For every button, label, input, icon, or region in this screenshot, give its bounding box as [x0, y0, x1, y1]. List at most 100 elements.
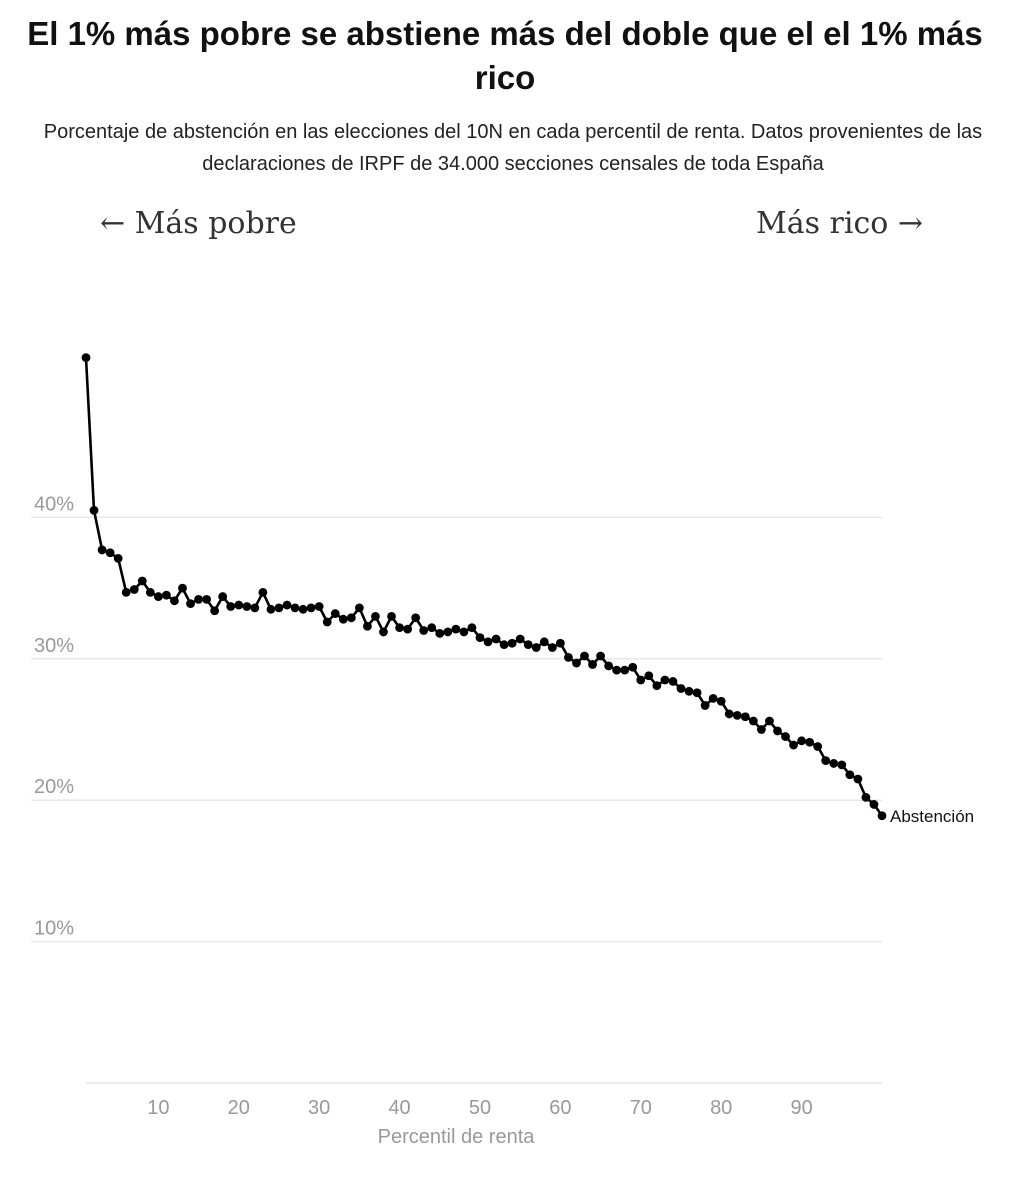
- series-points: [81, 353, 887, 821]
- x-tick-label-40: 40: [388, 1097, 410, 1119]
- data-point-25: [274, 603, 284, 613]
- data-point-13: [178, 583, 187, 593]
- data-point-98: [861, 792, 871, 802]
- data-point-19: [226, 602, 236, 611]
- richer-direction-label: Más rico →: [756, 206, 924, 241]
- data-point-71: [644, 671, 654, 681]
- data-point-47: [451, 624, 461, 634]
- y-tick-label-20: 20%: [34, 776, 74, 798]
- data-point-73: [660, 675, 670, 685]
- chart-subtitle: Porcentaje de abstención en las eleccion…: [43, 121, 983, 175]
- data-point-38: [379, 627, 388, 637]
- x-tick-label-90: 90: [790, 1097, 812, 1119]
- data-point-44: [427, 623, 437, 633]
- x-axis-ticks: 10 20 30 40 50 60 70 80 90: [147, 1097, 812, 1119]
- data-point-7: [129, 585, 139, 594]
- data-point-68: [620, 665, 630, 675]
- data-point-77: [692, 688, 702, 698]
- data-point-24: [266, 604, 276, 614]
- data-point-4: [105, 548, 115, 558]
- data-point-15: [194, 595, 203, 604]
- data-point-85: [756, 725, 766, 734]
- data-point-21: [242, 602, 252, 611]
- y-axis-ticks: 10% 20% 30% 40%: [34, 493, 74, 939]
- data-point-2: [89, 505, 99, 515]
- data-point-51: [483, 637, 493, 647]
- x-tick-label-10: 10: [147, 1097, 169, 1119]
- y-tick-label-40: 40%: [34, 493, 74, 515]
- data-point-96: [845, 770, 855, 780]
- data-point-5: [113, 554, 123, 563]
- data-point-17: [210, 606, 220, 616]
- data-point-55: [515, 634, 525, 644]
- data-point-86: [765, 716, 774, 726]
- data-point-72: [652, 681, 662, 691]
- series-label-abstencion: Abstención: [890, 807, 974, 826]
- y-tick-label-30: 30%: [34, 635, 74, 657]
- data-point-23: [258, 587, 268, 597]
- data-point-37: [371, 611, 380, 621]
- data-point-11: [162, 590, 171, 600]
- x-tick-label-80: 80: [710, 1097, 732, 1119]
- data-point-9: [145, 587, 155, 597]
- data-point-53: [499, 640, 509, 650]
- x-tick-label-70: 70: [630, 1097, 652, 1119]
- data-point-89: [789, 740, 798, 750]
- data-point-93: [821, 756, 831, 766]
- data-point-1: [81, 353, 91, 363]
- x-axis-title: Percentil de renta: [378, 1126, 536, 1148]
- series-line-abstencion: [84, 357, 884, 817]
- data-point-26: [282, 600, 292, 610]
- data-point-79: [708, 693, 718, 703]
- data-point-87: [773, 726, 782, 736]
- data-point-63: [580, 651, 589, 661]
- x-tick-label-30: 30: [308, 1097, 330, 1119]
- data-point-92: [813, 742, 823, 751]
- data-point-35: [354, 603, 364, 613]
- data-point-8: [137, 576, 147, 586]
- data-point-6: [121, 587, 131, 597]
- data-point-28: [298, 604, 308, 614]
- data-point-46: [443, 627, 453, 637]
- data-point-95: [837, 760, 847, 770]
- x-tick-label-50: 50: [469, 1097, 491, 1119]
- data-point-14: [186, 599, 195, 609]
- chart-title: El 1% más pobre se abstiene más del dobl…: [27, 15, 983, 96]
- data-point-34: [346, 613, 356, 623]
- data-point-81: [724, 709, 734, 719]
- data-point-49: [467, 623, 477, 633]
- data-point-82: [732, 710, 742, 720]
- data-point-75: [676, 684, 686, 693]
- data-point-80: [716, 696, 726, 706]
- data-point-59: [547, 643, 557, 652]
- data-point-22: [250, 603, 260, 613]
- data-point-29: [306, 603, 316, 613]
- data-point-18: [218, 592, 228, 601]
- data-point-70: [636, 675, 646, 685]
- data-point-76: [684, 686, 694, 696]
- data-point-69: [628, 662, 638, 672]
- data-point-83: [740, 712, 750, 722]
- data-point-50: [475, 633, 485, 642]
- data-point-66: [604, 661, 614, 671]
- data-point-41: [403, 624, 413, 634]
- data-point-36: [363, 621, 372, 631]
- data-point-10: [153, 592, 163, 601]
- data-point-48: [459, 627, 469, 637]
- data-point-67: [612, 665, 622, 675]
- data-point-3: [97, 545, 107, 555]
- data-point-97: [853, 774, 863, 784]
- data-point-99: [869, 800, 879, 809]
- data-point-90: [797, 736, 806, 746]
- data-point-100: [877, 811, 887, 821]
- data-point-42: [411, 613, 421, 623]
- data-point-32: [330, 609, 340, 618]
- data-point-31: [322, 617, 332, 627]
- data-point-12: [170, 596, 179, 606]
- gridlines: [31, 516, 882, 943]
- data-point-43: [419, 626, 429, 635]
- data-point-74: [668, 677, 678, 686]
- data-point-40: [395, 623, 404, 633]
- data-point-54: [507, 638, 517, 648]
